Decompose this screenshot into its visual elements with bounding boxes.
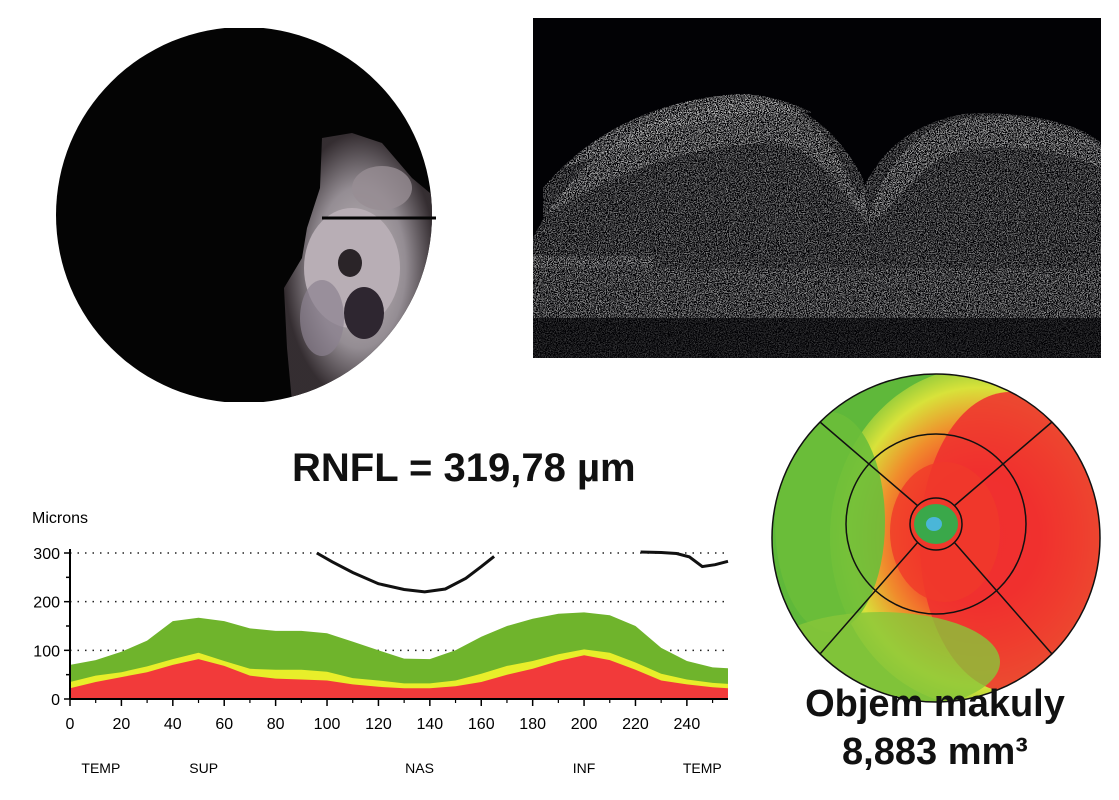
rnfl-thickness-label: RNFL = 319,78 µm xyxy=(292,446,636,490)
x-tick-label: 0 xyxy=(66,716,75,733)
x-tick-label: 120 xyxy=(365,716,392,733)
region-label: TEMP xyxy=(683,760,722,776)
measured-line-1 xyxy=(316,551,496,594)
y-axis-label: Microns xyxy=(32,510,88,527)
y-tick-label: 300 xyxy=(33,546,60,563)
x-tick-label: 240 xyxy=(674,716,701,733)
oct-scan-image xyxy=(533,18,1101,358)
fundus-image xyxy=(56,28,436,402)
rnfl-thickness-chart: Microns 0 100 200 300 0 20 40 60 80 100 120 140 160… xyxy=(32,510,729,776)
macular-volume-value: 8,883 mm³ xyxy=(842,731,1028,773)
x-tick-label: 220 xyxy=(622,716,649,733)
x-axis-ticks: 0 20 40 60 80 100 120 140 160 180 200 220 240 xyxy=(66,699,714,733)
region-label: TEMP xyxy=(81,760,120,776)
x-tick-label: 80 xyxy=(267,716,285,733)
x-tick-label: 140 xyxy=(416,716,443,733)
region-label: INF xyxy=(573,760,596,776)
x-tick-label: 200 xyxy=(571,716,598,733)
y-axis-ticks: 0 100 200 300 xyxy=(33,546,70,709)
x-tick-label: 160 xyxy=(468,716,495,733)
y-tick-label: 100 xyxy=(33,643,60,660)
x-tick-label: 100 xyxy=(314,716,341,733)
region-label: SUP xyxy=(189,760,218,776)
x-tick-label: 20 xyxy=(113,716,131,733)
x-tick-label: 60 xyxy=(215,716,233,733)
region-labels: TEMP SUP NAS INF TEMP xyxy=(81,760,721,776)
region-label: NAS xyxy=(405,760,434,776)
chart-measured-lines xyxy=(316,550,729,594)
macular-volume-label: Objem makuly xyxy=(805,683,1065,725)
measured-line-2 xyxy=(640,550,729,569)
y-tick-label: 200 xyxy=(33,595,60,612)
series-area-3 xyxy=(70,655,728,699)
y-tick-label: 0 xyxy=(51,692,60,709)
macular-thickness-map xyxy=(771,373,1101,703)
x-tick-label: 40 xyxy=(164,716,182,733)
chart-areas xyxy=(70,612,728,699)
x-tick-label: 180 xyxy=(519,716,546,733)
